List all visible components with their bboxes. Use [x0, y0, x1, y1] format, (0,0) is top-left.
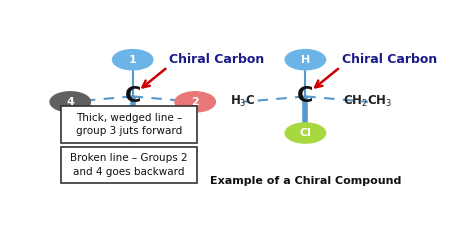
Text: 2: 2 [191, 97, 199, 107]
Text: H: H [301, 55, 310, 65]
FancyBboxPatch shape [61, 106, 197, 143]
FancyBboxPatch shape [61, 147, 197, 183]
Text: Example of a Chiral Compound: Example of a Chiral Compound [210, 176, 401, 186]
Text: Cl: Cl [300, 128, 311, 138]
Text: Chiral Carbon: Chiral Carbon [342, 53, 438, 66]
Circle shape [175, 92, 215, 112]
Text: C: C [125, 86, 141, 106]
Text: Broken line – Groups 2
and 4 goes backward: Broken line – Groups 2 and 4 goes backwa… [70, 154, 188, 177]
Text: 3: 3 [129, 128, 137, 138]
Circle shape [112, 50, 153, 70]
Circle shape [285, 123, 326, 143]
Text: Thick, wedged line –
group 3 juts forward: Thick, wedged line – group 3 juts forwar… [76, 113, 182, 136]
Text: 4: 4 [66, 97, 74, 107]
Text: Chiral Carbon: Chiral Carbon [169, 53, 264, 66]
Text: H$_3$C: H$_3$C [230, 94, 255, 109]
Circle shape [50, 92, 91, 112]
Text: 1: 1 [129, 55, 137, 65]
Circle shape [285, 50, 326, 70]
Text: C: C [297, 86, 314, 106]
Text: CH$_2$CH$_3$: CH$_2$CH$_3$ [343, 94, 392, 109]
Circle shape [112, 123, 153, 143]
